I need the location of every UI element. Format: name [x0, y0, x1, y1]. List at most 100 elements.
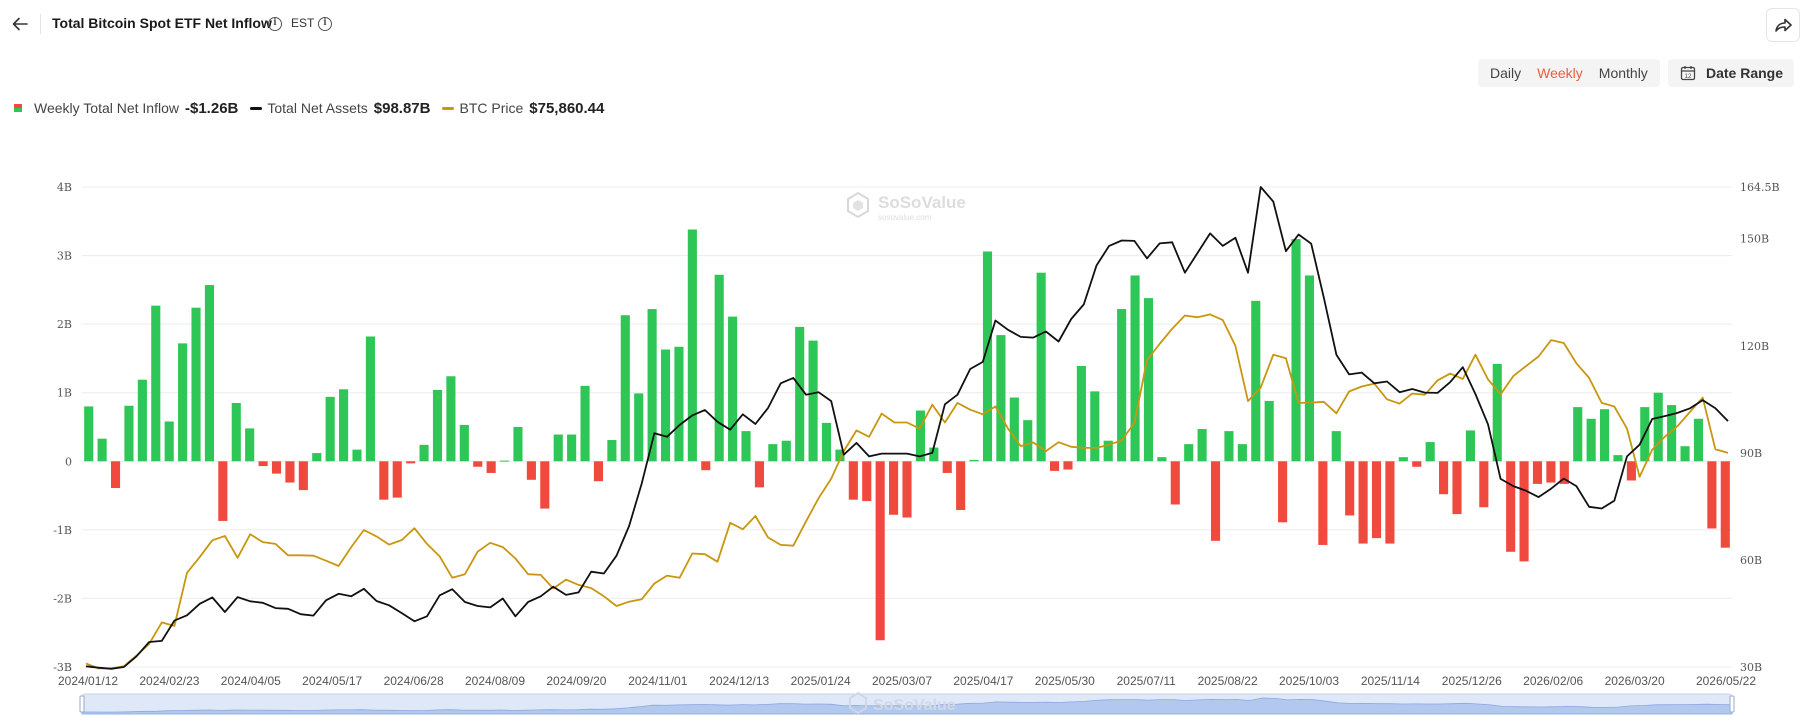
inflow-bar[interactable] — [1586, 418, 1596, 462]
inflow-bar[interactable] — [660, 349, 671, 462]
inflow-bar[interactable] — [969, 459, 979, 462]
inflow-bar[interactable] — [204, 285, 214, 462]
inflow-bar[interactable] — [1465, 430, 1475, 462]
inflow-bar[interactable] — [1626, 461, 1636, 481]
inflow-bar[interactable] — [1050, 461, 1060, 471]
inflow-bar[interactable] — [1103, 440, 1113, 462]
btc-price-line[interactable] — [85, 313, 1729, 670]
inflow-bar[interactable] — [1653, 392, 1663, 462]
back-button[interactable] — [8, 12, 32, 36]
inflow-bar[interactable] — [218, 461, 228, 521]
inflow-bar[interactable] — [1184, 444, 1194, 462]
timezone-info-icon[interactable]: i — [318, 17, 332, 31]
inflow-bar[interactable] — [1600, 409, 1610, 462]
inflow-bar[interactable] — [1667, 405, 1677, 462]
range-navigator[interactable]: SoSoValue — [79, 691, 1735, 715]
inflow-bar[interactable] — [674, 346, 684, 462]
inflow-bar[interactable] — [1371, 461, 1382, 539]
period-weekly[interactable]: Weekly — [1537, 65, 1583, 81]
inflow-bar[interactable] — [1479, 461, 1489, 508]
inflow-bar[interactable] — [1076, 365, 1086, 462]
inflow-bar[interactable] — [1398, 457, 1408, 462]
inflow-bar[interactable] — [84, 406, 94, 462]
period-monthly[interactable]: Monthly — [1598, 65, 1648, 81]
inflow-bar[interactable] — [164, 421, 174, 462]
inflow-bar[interactable] — [312, 453, 322, 462]
inflow-bar[interactable] — [365, 336, 375, 462]
inflow-bar[interactable] — [1009, 397, 1019, 462]
navigator-handle-left[interactable] — [79, 695, 85, 713]
inflow-bar[interactable] — [392, 461, 402, 498]
inflow-bar[interactable] — [996, 335, 1006, 462]
inflow-bar[interactable] — [567, 434, 577, 462]
net-assets-line[interactable] — [85, 186, 1729, 670]
inflow-bar[interactable] — [500, 460, 510, 462]
inflow-bar[interactable] — [1720, 461, 1730, 548]
inflow-bar[interactable] — [875, 461, 885, 641]
navigator-handle-right[interactable] — [1729, 695, 1735, 713]
inflow-bar[interactable] — [1693, 418, 1704, 462]
inflow-bar[interactable] — [1197, 429, 1207, 462]
inflow-bar[interactable] — [1251, 300, 1261, 462]
inflow-bar[interactable] — [1425, 442, 1435, 462]
inflow-bar[interactable] — [821, 422, 832, 462]
inflow-bar[interactable] — [942, 461, 952, 473]
share-button[interactable] — [1766, 8, 1800, 42]
inflow-bar[interactable] — [231, 403, 241, 462]
legend-item-net-assets[interactable]: Total Net Assets $98.87B — [250, 100, 430, 117]
inflow-bar[interactable] — [1506, 461, 1516, 552]
inflow-bar[interactable] — [1559, 461, 1569, 484]
inflow-bar[interactable] — [795, 326, 805, 462]
inflow-bar[interactable] — [339, 389, 349, 462]
inflow-bar[interactable] — [848, 461, 858, 500]
inflow-bar[interactable] — [1412, 461, 1422, 467]
inflow-bar[interactable] — [191, 307, 201, 462]
inflow-bar[interactable] — [526, 461, 536, 480]
inflow-bar[interactable] — [1385, 461, 1395, 544]
inflow-bar[interactable] — [1170, 461, 1180, 505]
inflow-bar[interactable] — [982, 251, 993, 462]
inflow-bar[interactable] — [1613, 455, 1623, 462]
inflow-bar[interactable] — [1291, 239, 1301, 462]
inflow-bar[interactable] — [1331, 431, 1341, 462]
inflow-bar[interactable] — [1546, 461, 1556, 483]
inflow-bar[interactable] — [1117, 309, 1127, 462]
inflow-bar[interactable] — [1264, 400, 1274, 462]
inflow-bar[interactable] — [1304, 275, 1314, 462]
inflow-bar[interactable] — [419, 444, 429, 462]
inflow-bar[interactable] — [325, 396, 335, 462]
period-daily[interactable]: Daily — [1490, 65, 1522, 81]
inflow-bar[interactable] — [97, 438, 107, 462]
inflow-bar[interactable] — [432, 389, 443, 462]
inflow-bar[interactable] — [245, 428, 255, 462]
inflow-bar[interactable] — [1439, 461, 1449, 495]
inflow-bar[interactable] — [1224, 431, 1234, 462]
inflow-bar[interactable] — [808, 340, 818, 462]
legend-item-btc-price[interactable]: BTC Price $75,860.44 — [442, 100, 604, 117]
inflow-bar[interactable] — [701, 461, 711, 471]
inflow-bar[interactable] — [258, 461, 268, 467]
inflow-bar[interactable] — [1452, 461, 1462, 515]
inflow-bar[interactable] — [1090, 391, 1100, 462]
inflow-bar[interactable] — [580, 385, 590, 462]
inflow-bar[interactable] — [178, 343, 188, 462]
inflow-bar[interactable] — [1237, 444, 1247, 462]
inflow-bar[interactable] — [1345, 461, 1355, 516]
inflow-bar[interactable] — [1519, 461, 1529, 562]
inflow-bar[interactable] — [714, 274, 724, 462]
inflow-bar[interactable] — [620, 315, 630, 462]
inflow-bar[interactable] — [741, 431, 751, 462]
inflow-bar[interactable] — [151, 305, 161, 462]
inflow-bar[interactable] — [835, 449, 845, 462]
inflow-bar[interactable] — [285, 461, 295, 483]
inflow-bar[interactable] — [687, 229, 697, 462]
inflow-bar[interactable] — [137, 379, 147, 462]
info-icon[interactable]: i — [268, 17, 282, 31]
etf-inflow-chart[interactable]: SoSoValue sosovalue.com -3B -2B -1B 0 1B 2B 3B… — [0, 160, 1810, 720]
inflow-bar[interactable] — [352, 449, 362, 462]
inflow-bar[interactable] — [1130, 275, 1140, 462]
inflow-bar[interactable] — [593, 461, 604, 482]
date-range-button[interactable]: 12 Date Range — [1668, 59, 1794, 87]
inflow-bar[interactable] — [298, 461, 308, 491]
inflow-bar[interactable] — [902, 461, 912, 518]
